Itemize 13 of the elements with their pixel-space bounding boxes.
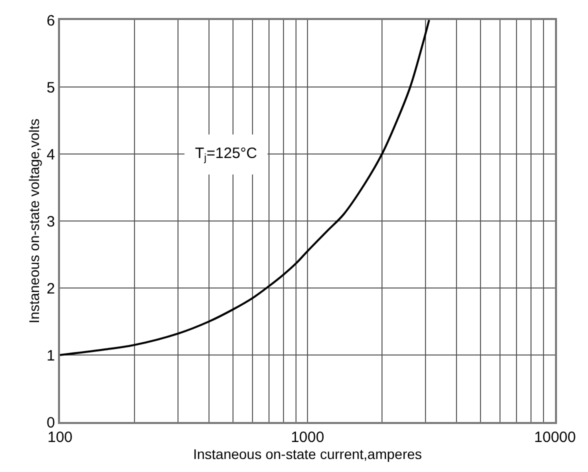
y-tick-label: 0 (46, 414, 55, 432)
y-tick-label: 4 (46, 146, 55, 164)
y-tick-label: 6 (46, 12, 55, 30)
y-tick-label: 1 (46, 347, 55, 364)
x-tick-label: 1000 (290, 429, 324, 446)
annotation: T$_{j}$=125°C (195, 145, 258, 164)
x-tick-label: 10000 (534, 429, 576, 446)
y-tick-label: 2 (46, 280, 55, 298)
y-tick-label: 3 (46, 213, 55, 230)
y-axis-title: Instaneous on-state voltage,volts (26, 118, 42, 324)
x-axis-title: Instaneous on-state current,amperes (193, 446, 422, 462)
x-tick-label: 100 (47, 429, 73, 446)
y-tick-label: 5 (46, 79, 55, 96)
